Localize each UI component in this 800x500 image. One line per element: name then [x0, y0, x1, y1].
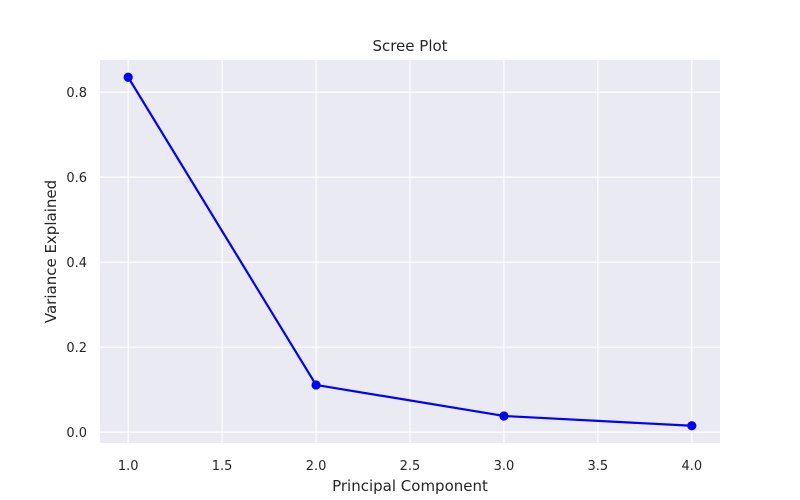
grid-lines — [100, 60, 720, 443]
data-point — [687, 421, 697, 431]
x-tick-labels: 1.0 1.5 2.0 2.5 3.0 3.5 4.0 — [118, 459, 702, 474]
data-point — [311, 380, 321, 390]
x-axis-label: Principal Component — [332, 477, 488, 495]
x-tick-label: 3.0 — [494, 459, 515, 474]
y-axis-label: Variance Explained — [42, 180, 60, 323]
x-tick-label: 3.5 — [588, 459, 609, 474]
y-tick-label: 0.8 — [66, 86, 87, 101]
data-point — [499, 411, 509, 421]
series-group — [123, 72, 697, 431]
y-tick-label: 0.4 — [66, 256, 87, 271]
data-point — [123, 72, 133, 82]
y-tick-label: 0.2 — [66, 341, 87, 356]
x-tick-label: 1.5 — [212, 459, 233, 474]
chart-title: Scree Plot — [372, 37, 447, 55]
y-tick-label: 0.0 — [66, 426, 87, 441]
x-tick-label: 2.0 — [306, 459, 327, 474]
x-tick-label: 2.5 — [400, 459, 421, 474]
y-tick-label: 0.6 — [66, 171, 87, 186]
x-tick-label: 1.0 — [118, 459, 139, 474]
y-tick-labels: 0.0 0.2 0.4 0.6 0.8 — [66, 86, 87, 441]
series-line — [127, 76, 692, 427]
x-tick-label: 4.0 — [681, 459, 702, 474]
